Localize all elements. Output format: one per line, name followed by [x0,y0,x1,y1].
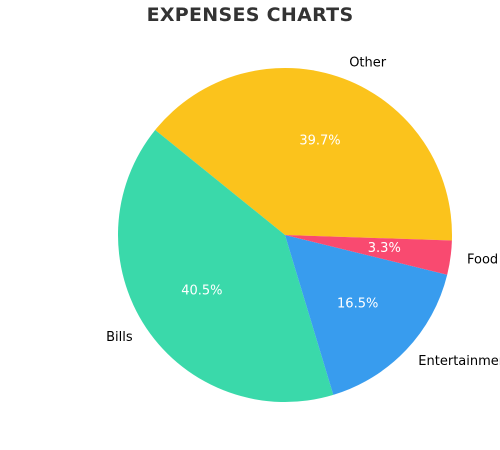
category-label-bills: Bills [106,330,133,345]
chart-title: EXPENSES CHARTS [146,4,354,26]
pie-slice-food [285,235,452,275]
category-label-entertainment: Entertainment [418,354,500,369]
pct-label-entertainment: 16.5% [337,296,378,311]
pie-slice-entertainment [285,235,448,395]
pie-slice-bills [117,129,334,403]
pct-label-food: 3.3% [368,241,401,256]
pie-slices [117,67,453,403]
category-label-other: Other [349,55,387,70]
pie-labels: 39.7% Other 40.5% Bills 16.5% Entertainment 3.… [106,55,500,369]
pct-label-other: 39.7% [299,134,340,149]
pie-slice-other [155,67,453,241]
category-label-food: Food [467,253,498,268]
pct-label-bills: 40.5% [181,283,222,298]
